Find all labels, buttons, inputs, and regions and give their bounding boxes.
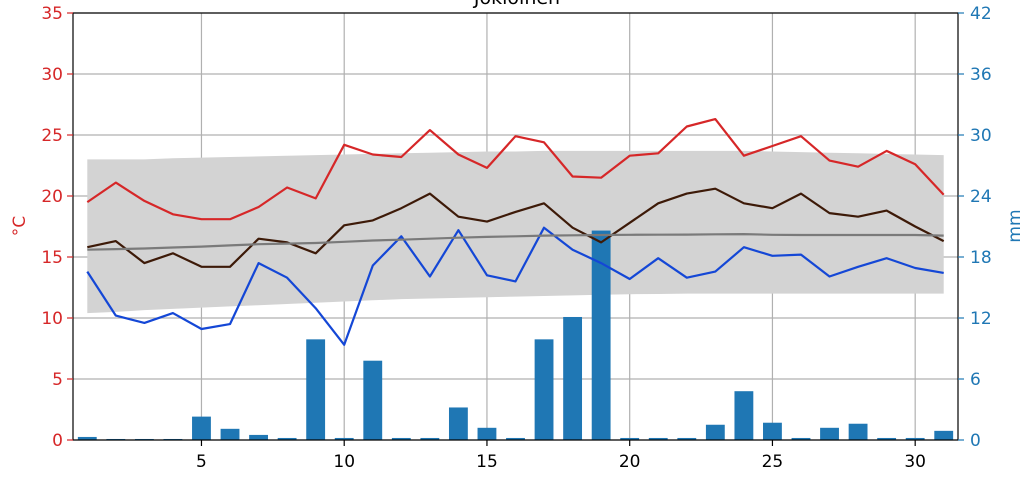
y-left-axis-label: °C bbox=[10, 216, 30, 236]
normal-range-band bbox=[87, 150, 944, 314]
precipitation-bar bbox=[648, 437, 668, 440]
precipitation-bar bbox=[563, 316, 583, 440]
normal-mean-temperature-line bbox=[87, 233, 944, 251]
precipitation-bar bbox=[363, 360, 383, 440]
max-temperature-line bbox=[86, 117, 945, 221]
y-right-tick-label: 18 bbox=[970, 248, 992, 268]
precipitation-bar bbox=[534, 339, 554, 440]
precipitation-bar bbox=[277, 437, 297, 440]
y-right-tick-label: 6 bbox=[970, 370, 981, 390]
y-left-tick-label: 20 bbox=[41, 187, 63, 207]
precipitation-bar bbox=[591, 230, 611, 440]
x-tick-label: 15 bbox=[476, 452, 498, 472]
y-left-tick-label: 25 bbox=[41, 126, 63, 146]
precipitation-bar bbox=[506, 437, 525, 440]
precipitation-bar bbox=[791, 437, 811, 440]
precipitation-bar bbox=[705, 424, 725, 440]
precipitation-bar bbox=[249, 434, 268, 440]
precipitation-bar bbox=[448, 407, 468, 440]
precipitation-bar bbox=[420, 437, 440, 440]
precipitation-bars bbox=[77, 230, 954, 440]
y-right-tick-label: 12 bbox=[970, 309, 992, 329]
precipitation-bar bbox=[220, 428, 240, 440]
precipitation-bar bbox=[77, 436, 97, 440]
y-right-tick-label: 42 bbox=[970, 4, 992, 24]
precipitation-bar bbox=[734, 391, 754, 440]
precipitation-bar bbox=[763, 422, 782, 440]
mean-temperature-line bbox=[87, 187, 945, 268]
y-right-tick-label: 0 bbox=[970, 431, 981, 451]
precipitation-bar bbox=[192, 416, 211, 440]
precipitation-bar bbox=[934, 430, 954, 440]
y-right-tick-label: 24 bbox=[970, 187, 992, 207]
y-left-tick-label: 35 bbox=[41, 4, 63, 24]
precipitation-bar bbox=[877, 437, 897, 440]
precipitation-bar bbox=[820, 427, 839, 440]
x-tick-label: 10 bbox=[333, 452, 355, 472]
y-right-tick-label: 30 bbox=[970, 126, 992, 146]
normal-range-area bbox=[87, 150, 944, 314]
y-right-tick-label: 36 bbox=[970, 65, 992, 85]
x-tick-label: 25 bbox=[762, 452, 784, 472]
y-right-axis-label: mm bbox=[1005, 209, 1025, 242]
temperature-lines bbox=[86, 117, 945, 346]
x-tick-label: 20 bbox=[619, 452, 641, 472]
precipitation-bar bbox=[848, 423, 868, 440]
axis-ticks: 5 10 15 20 25 30 0 5 10 15 20 25 30 35 0 6 12 18 24 30 36 42 bbox=[41, 4, 991, 472]
min-temperature-line bbox=[86, 226, 944, 346]
x-tick-label: 30 bbox=[904, 452, 926, 472]
y-left-tick-label: 10 bbox=[41, 309, 63, 329]
precipitation-bar bbox=[391, 437, 411, 440]
y-left-tick-label: 5 bbox=[52, 370, 63, 390]
y-left-tick-label: 0 bbox=[52, 431, 63, 451]
x-tick-label: 5 bbox=[196, 452, 207, 472]
precipitation-bar bbox=[306, 339, 326, 440]
precipitation-bar bbox=[677, 437, 697, 440]
precipitation-bar bbox=[334, 437, 354, 440]
y-left-tick-label: 30 bbox=[41, 65, 63, 85]
precipitation-bar bbox=[477, 427, 497, 440]
y-left-tick-label: 15 bbox=[41, 248, 63, 268]
precipitation-bar bbox=[905, 437, 925, 440]
chart-title: Jokioinen bbox=[473, 0, 560, 9]
precipitation-bar bbox=[620, 437, 640, 440]
plot-frame bbox=[72, 12, 959, 441]
